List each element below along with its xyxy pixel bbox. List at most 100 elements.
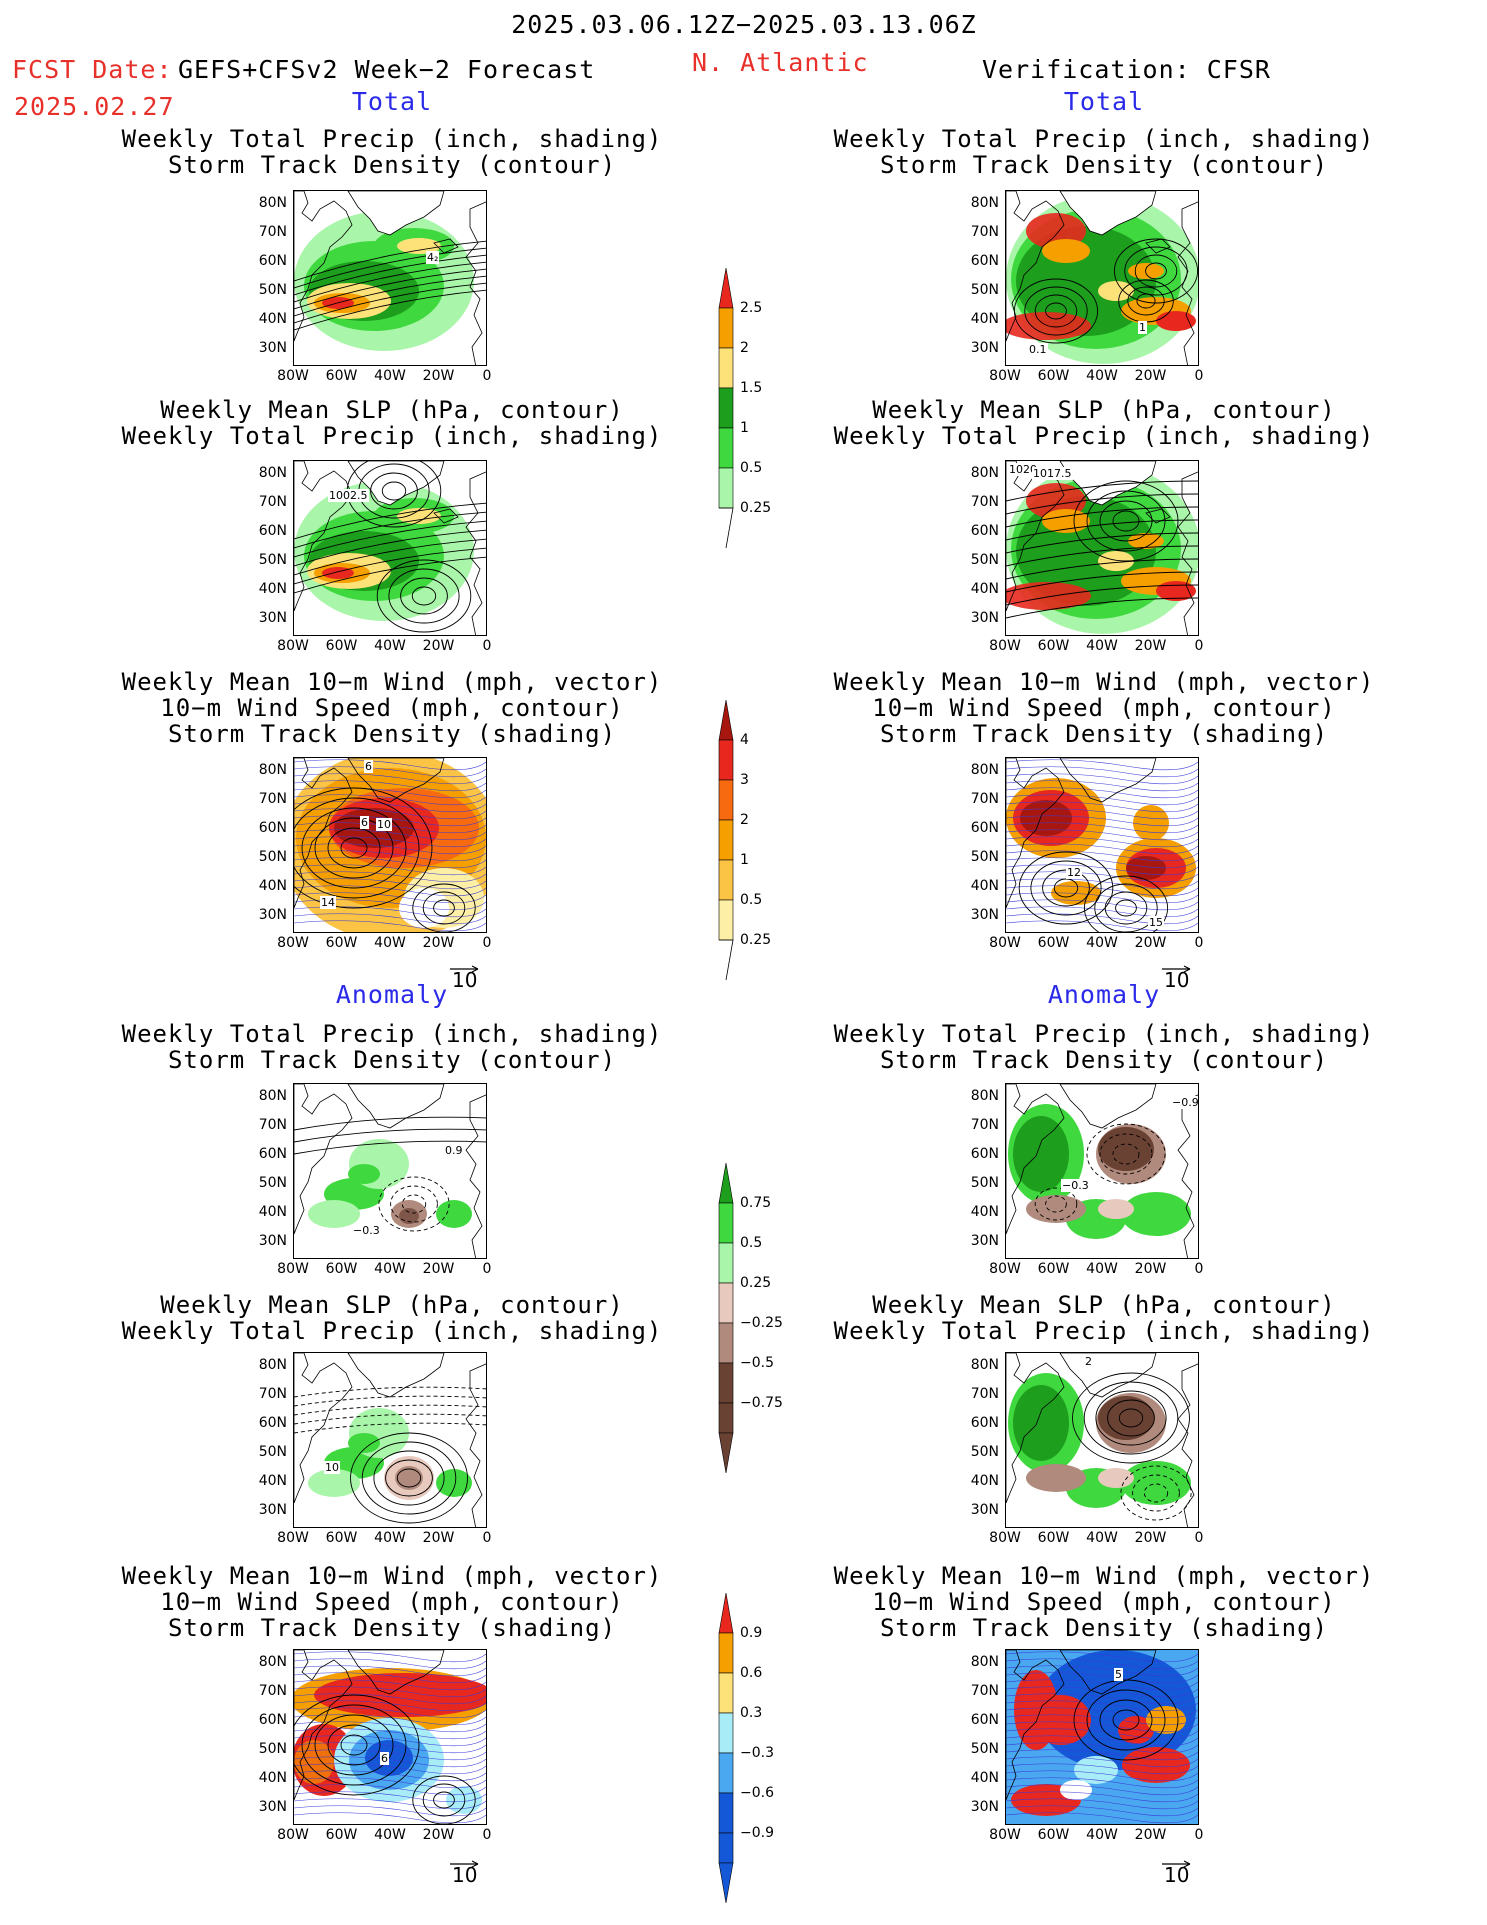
lon-tick-label: 60W — [1037, 638, 1070, 654]
section-total-left: Total — [351, 87, 433, 116]
lon-tick-label: 0 — [1194, 935, 1204, 951]
lat-tick-label: 70N — [258, 1683, 287, 1699]
lon-tick-label: 80W — [989, 1261, 1021, 1277]
lon-tick-label: 20W — [1134, 1261, 1167, 1277]
lat-tick-label: 40N — [258, 1204, 287, 1220]
colorbar-label: 0.5 — [740, 460, 763, 476]
panel-title-wind_storm-fcst-0: Weekly Mean 10−m Wind (mph, vector) — [121, 668, 663, 696]
lat-tick-label: 30N — [258, 1502, 287, 1518]
panel-title-slp_precip-fcst-0: Weekly Mean SLP (hPa, contour) — [160, 396, 624, 424]
lat-tick-label: 70N — [970, 1683, 999, 1699]
lat-tick-label: 40N — [258, 1770, 287, 1786]
colorbar-label: 0.3 — [740, 1705, 763, 1721]
contour-label: 4₂ — [426, 251, 440, 264]
panel-title-precip_storm-cfsr-1: Storm Track Density (contour) — [879, 1046, 1329, 1074]
lat-tick-label: 70N — [258, 791, 287, 807]
lat-tick-label: 30N — [970, 610, 999, 626]
lat-tick-label: 80N — [258, 1654, 287, 1670]
lat-tick-label: 50N — [970, 552, 999, 568]
map-panel-slp-fcst: 1002.5 — [293, 460, 487, 636]
lon-tick-label: 40W — [1086, 935, 1118, 951]
lon-tick-label: 0 — [482, 935, 492, 951]
lat-tick-label: 30N — [970, 340, 999, 356]
lon-tick-label: 80W — [989, 1827, 1021, 1843]
lon-tick-label: 40W — [1086, 1530, 1118, 1546]
lat-tick-label: 80N — [258, 465, 287, 481]
lon-tick-label: 60W — [325, 1827, 358, 1843]
section-total-right: Total — [1063, 87, 1145, 116]
panel-title-precip_storm-cfsr-1: Storm Track Density (contour) — [879, 151, 1329, 179]
lat-tick-label: 40N — [970, 581, 999, 597]
colorbar-label: 0.75 — [740, 1195, 772, 1211]
panel-title-precip_storm-fcst-1: Storm Track Density (contour) — [167, 1046, 617, 1074]
lat-tick-label: 70N — [970, 1386, 999, 1402]
colorbar-label: 0.6 — [740, 1665, 763, 1681]
vector-reference-cfsr-anomaly: 10 — [1162, 1860, 1191, 1887]
lat-tick-label: 40N — [970, 1204, 999, 1220]
lat-tick-label: 40N — [258, 878, 287, 894]
contour-label: 12 — [1066, 866, 1082, 879]
lat-tick-label: 70N — [258, 1386, 287, 1402]
lat-tick-label: 70N — [970, 494, 999, 510]
panel-title-slp_precip-cfsr-0: Weekly Mean SLP (hPa, contour) — [872, 1291, 1336, 1319]
lon-tick-label: 0 — [482, 1827, 492, 1843]
colorbar-label: 0.9 — [740, 1625, 763, 1641]
contour-label: 1002.5 — [328, 489, 369, 502]
colorbar-label: 0.25 — [740, 500, 772, 516]
lat-tick-label: 30N — [258, 340, 287, 356]
lon-tick-label: 60W — [1037, 935, 1070, 951]
colorbar-label: −0.25 — [740, 1315, 783, 1331]
lat-tick-label: 80N — [970, 1088, 999, 1104]
panel-title-wind_storm-cfsr-1: 10−m Wind Speed (mph, contour) — [872, 694, 1336, 722]
colorbar-label: 2 — [740, 340, 749, 356]
lon-tick-label: 0 — [482, 368, 492, 384]
lat-tick-label: 60N — [970, 820, 999, 836]
lat-tick-label: 40N — [970, 1770, 999, 1786]
lon-tick-label: 80W — [277, 1827, 309, 1843]
lon-tick-label: 40W — [374, 1827, 406, 1843]
panel-title-wind_storm-fcst-1: 10−m Wind Speed (mph, contour) — [160, 694, 624, 722]
section-anomaly-left: Anomaly — [335, 980, 449, 1009]
map-panel-precip-cfsr: 1 0.1 — [1005, 190, 1199, 366]
panel-title-wind_storm-cfsr-0: Weekly Mean 10−m Wind (mph, vector) — [833, 1562, 1375, 1590]
panel-title-wind_storm-cfsr-2: Storm Track Density (shading) — [879, 1614, 1329, 1642]
lon-tick-label: 20W — [1134, 638, 1167, 654]
lon-tick-label: 0 — [1194, 368, 1204, 384]
fcst-date: 2025.02.27 — [14, 92, 175, 121]
colorbar-label: 1 — [740, 852, 749, 868]
lat-tick-label: 80N — [258, 1088, 287, 1104]
lat-tick-label: 30N — [258, 907, 287, 923]
lat-tick-label: 40N — [970, 311, 999, 327]
vector-reference-cfsr-total: 10 — [1162, 965, 1191, 992]
lat-tick-label: 30N — [258, 1799, 287, 1815]
panel-title-precip_storm-cfsr-0: Weekly Total Precip (inch, shading) — [833, 125, 1375, 153]
map-panel-slp_anom-cfsr: 2 — [1005, 1352, 1199, 1528]
colorbar-label: 3 — [740, 772, 749, 788]
colorbar-label: 1 — [740, 420, 749, 436]
map-panel-slp_anom-fcst: 10 — [293, 1352, 487, 1528]
lat-tick-label: 60N — [258, 253, 287, 269]
panel-title-wind_storm-cfsr-0: Weekly Mean 10−m Wind (mph, vector) — [833, 668, 1375, 696]
lon-tick-label: 80W — [277, 1261, 309, 1277]
lon-tick-label: 0 — [482, 1530, 492, 1546]
panel-title-precip_storm-fcst-1: Storm Track Density (contour) — [167, 151, 617, 179]
lon-tick-label: 80W — [277, 1530, 309, 1546]
contour-label: 0.1 — [1028, 343, 1048, 356]
lon-tick-label: 20W — [422, 1827, 455, 1843]
lat-tick-label: 60N — [970, 1415, 999, 1431]
lat-tick-label: 70N — [970, 224, 999, 240]
lat-tick-label: 70N — [258, 224, 287, 240]
colorbar-precip_total: 2.5 2 1.5 1 0.5 0.25 — [718, 267, 771, 572]
lon-tick-label: 20W — [1134, 368, 1167, 384]
lon-tick-label: 40W — [374, 368, 406, 384]
lat-tick-label: 70N — [258, 1117, 287, 1133]
lon-tick-label: 60W — [325, 368, 358, 384]
lat-tick-label: 50N — [970, 1175, 999, 1191]
panel-title-precip_storm-fcst-0: Weekly Total Precip (inch, shading) — [121, 125, 663, 153]
lat-tick-label: 80N — [258, 762, 287, 778]
panel-title-slp_precip-fcst-0: Weekly Mean SLP (hPa, contour) — [160, 1291, 624, 1319]
lat-tick-label: 40N — [258, 581, 287, 597]
colorbar-label: 0.5 — [740, 892, 763, 908]
lon-tick-label: 80W — [277, 638, 309, 654]
lat-tick-label: 40N — [970, 1473, 999, 1489]
